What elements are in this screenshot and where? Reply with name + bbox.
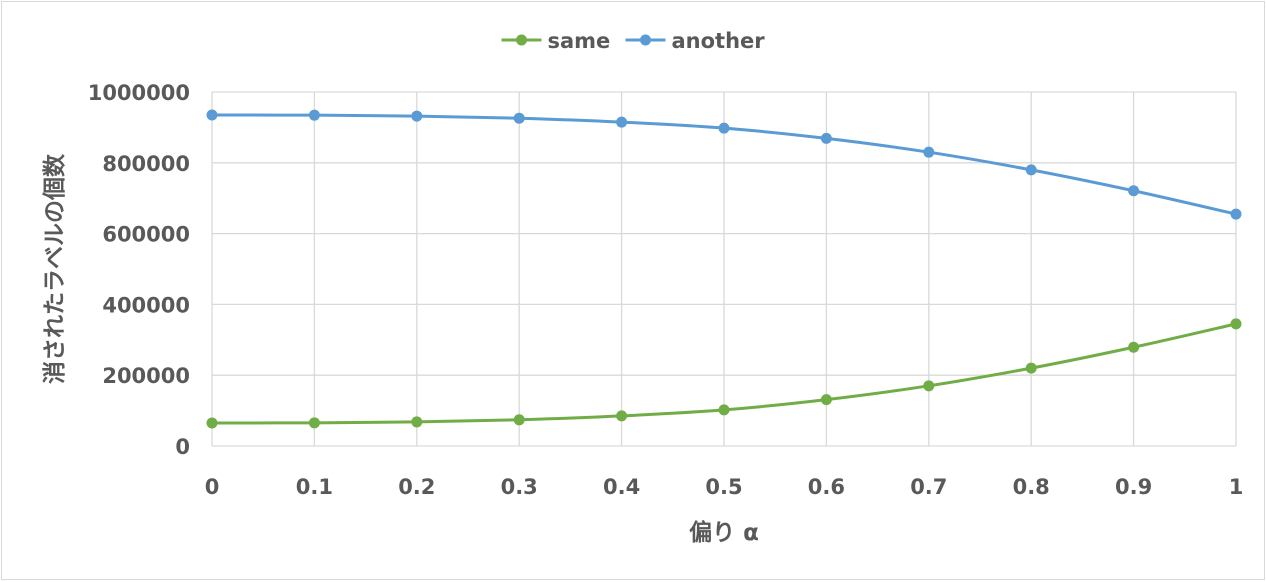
data-point-another bbox=[820, 132, 832, 144]
x-tick-label: 0.9 bbox=[1115, 475, 1152, 499]
data-point-same bbox=[206, 417, 218, 429]
data-point-same bbox=[1025, 362, 1037, 374]
data-point-same bbox=[1230, 318, 1242, 330]
data-point-another bbox=[513, 112, 525, 124]
data-point-another bbox=[308, 109, 320, 121]
legend-item-another: another bbox=[625, 29, 766, 53]
x-tick-label: 0.6 bbox=[808, 475, 845, 499]
legend-label-another: another bbox=[672, 29, 766, 53]
y-tick-label: 200000 bbox=[102, 364, 190, 388]
data-point-another bbox=[923, 146, 935, 158]
data-point-same bbox=[513, 414, 525, 426]
grid-lines bbox=[211, 91, 1237, 447]
data-point-same bbox=[718, 404, 730, 416]
y-axis-title: 消されたラベルの個数 bbox=[42, 153, 68, 384]
x-tick-label: 0.4 bbox=[603, 475, 640, 499]
x-tick-label: 0.2 bbox=[398, 475, 435, 499]
x-tick-label: 0 bbox=[205, 475, 220, 499]
data-point-same bbox=[1128, 341, 1140, 353]
y-tick-label: 600000 bbox=[102, 223, 190, 247]
legend-marker-same bbox=[516, 34, 527, 46]
legend: same another bbox=[501, 29, 766, 53]
x-tick-label: 0.5 bbox=[705, 475, 742, 499]
series-layer bbox=[206, 109, 1242, 429]
data-point-same bbox=[820, 394, 832, 406]
legend-label-same: same bbox=[548, 29, 611, 53]
data-point-same bbox=[616, 410, 628, 422]
x-tick-label: 0.7 bbox=[910, 475, 947, 499]
data-point-another bbox=[206, 109, 218, 121]
data-point-same bbox=[308, 417, 320, 429]
y-tick-label: 1000000 bbox=[88, 81, 190, 105]
legend-item-same: same bbox=[501, 29, 611, 53]
y-tick-label: 0 bbox=[175, 435, 190, 459]
tick-labels: 0 200000 400000 600000 800000 1000000 0 0.1 0.2 0… bbox=[88, 81, 1244, 499]
data-point-another bbox=[616, 116, 628, 128]
data-point-another bbox=[1230, 208, 1242, 220]
data-point-same bbox=[411, 416, 423, 428]
data-point-same bbox=[923, 380, 935, 392]
y-tick-label: 800000 bbox=[102, 152, 190, 176]
x-tick-label: 0.3 bbox=[501, 475, 538, 499]
x-tick-label: 0.8 bbox=[1013, 475, 1050, 499]
series-another bbox=[206, 109, 1242, 220]
data-point-another bbox=[411, 110, 423, 122]
data-point-another bbox=[718, 122, 730, 134]
legend-marker-another bbox=[640, 34, 651, 46]
data-point-another bbox=[1128, 185, 1140, 197]
series-same bbox=[206, 318, 1242, 429]
x-tick-label: 1 bbox=[1229, 475, 1244, 499]
data-point-another bbox=[1025, 164, 1037, 176]
x-tick-label: 0.1 bbox=[296, 475, 333, 499]
x-axis-title: 偏り α bbox=[689, 519, 759, 546]
y-tick-label: 400000 bbox=[102, 293, 190, 317]
